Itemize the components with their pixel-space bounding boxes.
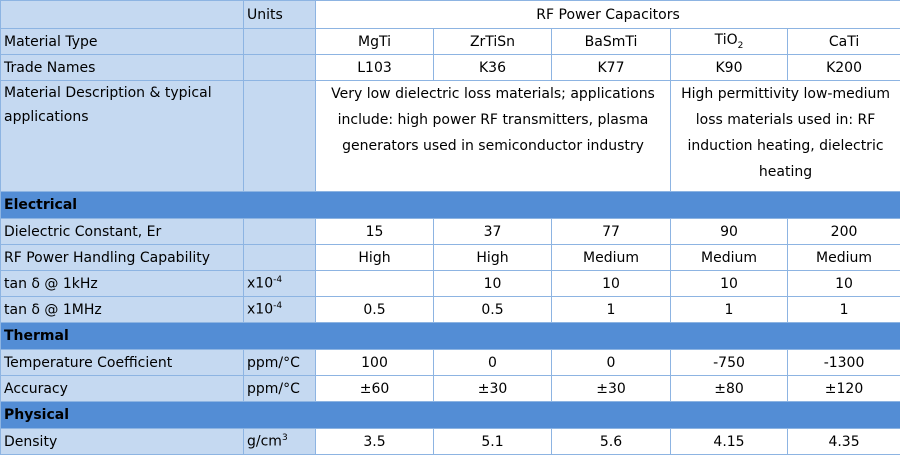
rf-capacitor-spec-table: Units RF Power Capacitors Material Type …: [0, 0, 900, 455]
density-row: Density g/cm3 3.5 5.1 5.6 4.15 4.35: [0, 428, 900, 455]
value-cell: TiO2: [670, 28, 788, 55]
units-exponent: -4: [273, 301, 283, 312]
value-cell: 0: [433, 349, 552, 376]
value-cell: ±120: [786, 375, 900, 402]
value-cell: High: [433, 244, 552, 271]
units-base: x10: [247, 301, 274, 318]
row-label: RF Power Handling Capability: [0, 244, 244, 271]
row-label: Material Description & typical applicati…: [0, 80, 244, 192]
units-cell: x10-4: [243, 296, 316, 323]
units-base: g/cm: [247, 433, 282, 450]
value-cell: -1300: [786, 349, 900, 376]
units-cell: x10-4: [243, 270, 316, 297]
value-cell: 0: [551, 349, 671, 376]
value-cell: 10: [670, 270, 788, 297]
value-cell: MgTi: [315, 28, 434, 55]
row-label: Temperature Coefficient: [0, 349, 244, 376]
rf-power-row: RF Power Handling Capability High High M…: [0, 244, 900, 271]
value-cell: ±30: [551, 375, 671, 402]
value-cell: 5.6: [551, 428, 671, 455]
value-cell: CaTi: [786, 28, 900, 55]
row-label: Density: [0, 428, 244, 455]
units-header: Units: [243, 0, 316, 29]
section-title: Thermal: [0, 322, 900, 350]
value-cell: 0.5: [315, 296, 434, 323]
value-cell: 37: [433, 218, 552, 245]
value-cell: K90: [670, 54, 788, 81]
description-group-1: Very low dielectric loss materials; appl…: [315, 80, 671, 192]
value-cell: ZrTiSn: [433, 28, 552, 55]
accuracy-row: Accuracy ppm/°C ±60 ±30 ±30 ±80 ±120: [0, 375, 900, 402]
value-cell: 200: [786, 218, 900, 245]
value-cell: K36: [433, 54, 552, 81]
section-thermal: Thermal: [0, 322, 900, 350]
value-cell: -750: [670, 349, 788, 376]
value-cell: 4.35: [786, 428, 900, 455]
section-physical: Physical: [0, 401, 900, 429]
value-cell: [315, 270, 434, 297]
units-base: x10: [247, 275, 274, 292]
value-cell: BaSmTi: [551, 28, 671, 55]
rf-power-capacitors-header: RF Power Capacitors: [314, 0, 900, 29]
value-cell: 10: [786, 270, 900, 297]
value-cell: 15: [315, 218, 434, 245]
row-label: Trade Names: [0, 54, 244, 81]
value-cell: ±30: [433, 375, 552, 402]
section-electrical: Electrical: [0, 191, 900, 219]
material-type-row: Material Type MgTi ZrTiSn BaSmTi TiO2 Ca…: [0, 28, 900, 55]
units-cell: [243, 80, 316, 192]
value-cell: Medium: [551, 244, 671, 271]
units-cell: [243, 54, 316, 81]
temperature-coefficient-row: Temperature Coefficient ppm/°C 100 0 0 -…: [0, 349, 900, 376]
description-group-2: High permittivity low-medium loss materi…: [669, 80, 900, 192]
value-cell: 4.15: [670, 428, 788, 455]
row-label: Material Type: [0, 28, 244, 55]
section-title: Electrical: [0, 191, 900, 219]
value-cell: ±60: [315, 375, 434, 402]
value-cell: 0.5: [433, 296, 552, 323]
tan-delta-1mhz-row: tan δ @ 1MHz x10-4 0.5 0.5 1 1 1: [0, 296, 900, 323]
units-cell: ppm/°C: [243, 375, 316, 402]
units-cell: [243, 28, 316, 55]
value-cell: 10: [433, 270, 552, 297]
value-cell: Medium: [786, 244, 900, 271]
value-cell: 5.1: [433, 428, 552, 455]
value-cell: 1: [786, 296, 900, 323]
tan-delta-1khz-row: tan δ @ 1kHz x10-4 10 10 10 10: [0, 270, 900, 297]
value-cell: 90: [670, 218, 788, 245]
value-cell: 100: [315, 349, 434, 376]
tio2-base: TiO: [714, 32, 738, 49]
value-cell: K77: [551, 54, 671, 81]
value-cell: ±80: [670, 375, 788, 402]
value-cell: 10: [551, 270, 671, 297]
trade-names-row: Trade Names L103 K36 K77 K90 K200: [0, 54, 900, 81]
row-label: Dielectric Constant, Er: [0, 218, 244, 245]
units-cell: [243, 218, 316, 245]
units-cell: ppm/°C: [243, 349, 316, 376]
value-cell: Medium: [670, 244, 788, 271]
value-cell: K200: [786, 54, 900, 81]
row-label: Accuracy: [0, 375, 244, 402]
tio2-subscript: 2: [737, 40, 744, 51]
value-cell: 1: [551, 296, 671, 323]
value-cell: L103: [315, 54, 434, 81]
description-row: Material Description & typical applicati…: [0, 80, 900, 192]
units-exponent: 3: [281, 433, 288, 444]
value-cell: 3.5: [315, 428, 434, 455]
units-cell: g/cm3: [243, 428, 316, 455]
units-cell: [243, 244, 316, 271]
value-cell: 77: [551, 218, 671, 245]
value-cell: 1: [670, 296, 788, 323]
dielectric-constant-row: Dielectric Constant, Er 15 37 77 90 200: [0, 218, 900, 245]
row-label: tan δ @ 1MHz: [0, 296, 244, 323]
value-cell: High: [315, 244, 434, 271]
header-empty-cell: [0, 0, 244, 29]
row-label: tan δ @ 1kHz: [0, 270, 244, 297]
units-exponent: -4: [273, 275, 283, 286]
section-title: Physical: [0, 401, 900, 429]
header-row: Units RF Power Capacitors: [0, 0, 900, 29]
